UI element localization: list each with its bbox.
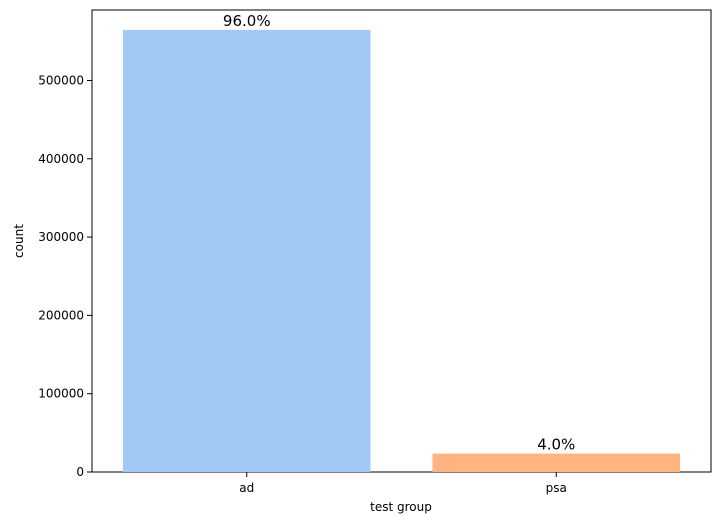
y-tick-label: 100000: [38, 387, 84, 401]
x-axis: ad psa: [239, 472, 567, 495]
y-tick-label: 0: [76, 465, 84, 479]
x-axis-label: test group: [370, 500, 432, 514]
y-tick-label: 200000: [38, 308, 84, 322]
x-tick-label: ad: [239, 481, 254, 495]
y-tick-label: 300000: [38, 230, 84, 244]
bar-psa: [432, 453, 681, 472]
data-labels: 96.0% 4.0%: [223, 12, 575, 454]
data-label-psa: 4.0%: [537, 436, 575, 454]
y-axis: 0 100000 200000 300000 400000 500000: [38, 73, 92, 479]
bars: [122, 29, 681, 472]
x-tick-label: psa: [546, 481, 567, 495]
y-axis-label: count: [12, 224, 26, 258]
plot-area: [91, 9, 712, 473]
data-label-ad: 96.0%: [223, 12, 271, 30]
y-tick-label: 500000: [38, 73, 84, 87]
y-tick-label: 400000: [38, 152, 84, 166]
bar-ad: [122, 29, 371, 472]
